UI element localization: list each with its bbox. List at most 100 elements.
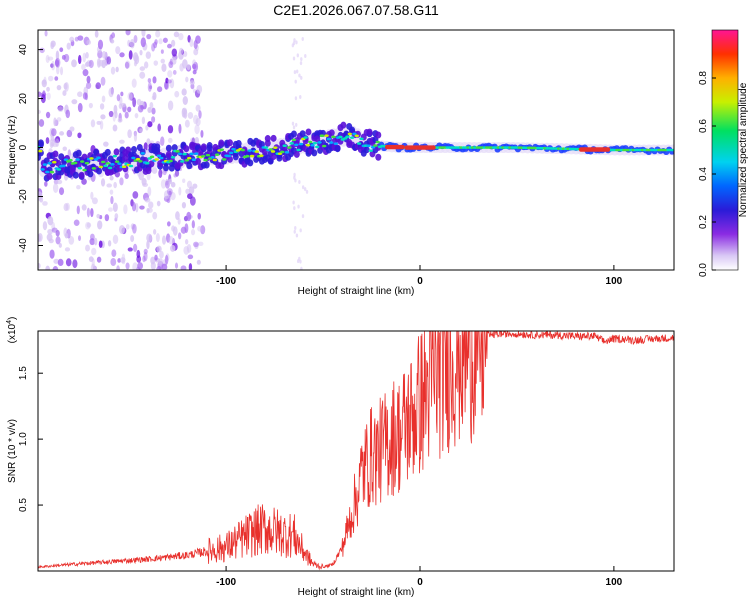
ridge-body <box>38 139 44 147</box>
noise-blob <box>171 57 177 65</box>
ridge-core <box>247 149 252 152</box>
noise-blob <box>163 80 170 90</box>
noise-blob <box>167 125 174 134</box>
colorbar: 0.0 0.2 0.4 0.6 0.8 Normalized spectral ampl… <box>698 29 749 277</box>
noise-blob <box>103 141 109 147</box>
noise-blob <box>193 241 199 248</box>
ridge-core <box>91 167 97 170</box>
noise-blob <box>182 59 188 69</box>
noise-blob <box>200 225 206 235</box>
ridge-body <box>305 128 312 136</box>
noise-blob <box>168 178 173 185</box>
ridge-core <box>296 148 301 152</box>
colorbar-tick-label: 0.2 <box>698 215 709 229</box>
snr-xlabel: Height of straight line (km) <box>298 587 415 598</box>
noise-blob <box>178 123 182 134</box>
noise-blob <box>295 40 298 45</box>
noise-blob <box>151 116 156 123</box>
noise-blob <box>300 75 303 80</box>
noise-blob <box>146 233 153 243</box>
noise-blob <box>86 75 91 84</box>
ridge-core <box>284 150 290 154</box>
noise-blob <box>135 202 139 213</box>
noise-blob <box>147 106 152 114</box>
noise-blob <box>141 178 147 186</box>
ridge-body <box>162 164 169 172</box>
ridge-body <box>235 140 242 148</box>
ridge-core <box>315 145 320 149</box>
ridge-core <box>312 141 318 145</box>
ridge-core <box>347 132 352 136</box>
ridge-body <box>226 155 233 163</box>
noise-blob <box>77 54 82 65</box>
noise-blob <box>182 178 186 184</box>
noise-blob <box>133 35 138 44</box>
noise-blob <box>181 88 187 96</box>
ridge-body <box>375 153 382 161</box>
noise-blob <box>127 92 133 101</box>
ridge-core <box>249 154 255 158</box>
noise-blob <box>295 122 298 127</box>
noise-blob <box>49 249 55 259</box>
ridge-core <box>317 141 322 144</box>
noise-blob <box>116 94 121 102</box>
noise-blob <box>136 255 142 263</box>
ridge-body <box>264 135 271 143</box>
noise-blob <box>125 30 131 36</box>
ridge-body <box>375 131 382 139</box>
noise-blob <box>130 234 135 242</box>
noise-blob <box>110 66 116 75</box>
ridge-body <box>72 171 79 179</box>
ridge-body <box>125 146 132 154</box>
noise-blob <box>82 69 89 77</box>
noise-blob <box>56 84 62 91</box>
noise-blob <box>115 66 119 73</box>
ridge-body <box>334 145 341 153</box>
noise-blob <box>101 51 107 59</box>
spectrogram-ytick-label: 40 <box>18 44 29 56</box>
noise-blob <box>170 181 176 188</box>
noise-blob <box>129 92 134 101</box>
ridge-body <box>218 139 225 147</box>
noise-blob <box>63 203 69 212</box>
ridge-peak <box>404 145 436 150</box>
ridge-core <box>121 165 127 169</box>
noise-blob <box>115 46 121 55</box>
noise-blob <box>52 183 59 193</box>
ridge-core <box>221 158 227 161</box>
noise-blob <box>107 240 112 247</box>
ridge-core <box>308 140 313 144</box>
colorbar-label: Normalized spectral amplitude <box>738 82 749 217</box>
noise-blob <box>152 76 157 84</box>
ridge-core <box>47 161 52 165</box>
ridge-body <box>311 149 318 157</box>
noise-blob <box>151 107 156 115</box>
noise-blob <box>55 57 61 68</box>
ridge-core <box>210 155 215 159</box>
ridge-core <box>73 161 78 165</box>
spectrogram-ytick-label: 0 <box>18 144 29 150</box>
ridge-core <box>168 159 173 163</box>
noise-blob <box>90 207 94 218</box>
noise-blob <box>101 95 106 103</box>
ridge-core <box>240 148 245 152</box>
noise-blob <box>93 237 98 246</box>
noise-blob <box>170 39 176 47</box>
noise-blob <box>149 102 154 109</box>
spectrogram-xtick-label: -100 <box>216 276 236 287</box>
noise-blob <box>298 179 301 184</box>
noise-blob <box>159 250 164 259</box>
noise-blob <box>149 85 153 90</box>
noise-blob <box>139 49 143 56</box>
noise-blob <box>117 117 123 123</box>
noise-blob <box>63 82 68 90</box>
noise-blob <box>53 138 58 143</box>
noise-blob <box>293 38 296 43</box>
noise-blob <box>184 239 189 245</box>
noise-blob <box>141 116 146 125</box>
ridge-core <box>96 156 101 160</box>
ridge-core <box>349 136 355 139</box>
noise-blob <box>184 119 190 128</box>
noise-blob <box>85 244 91 252</box>
noise-blob <box>165 77 169 84</box>
